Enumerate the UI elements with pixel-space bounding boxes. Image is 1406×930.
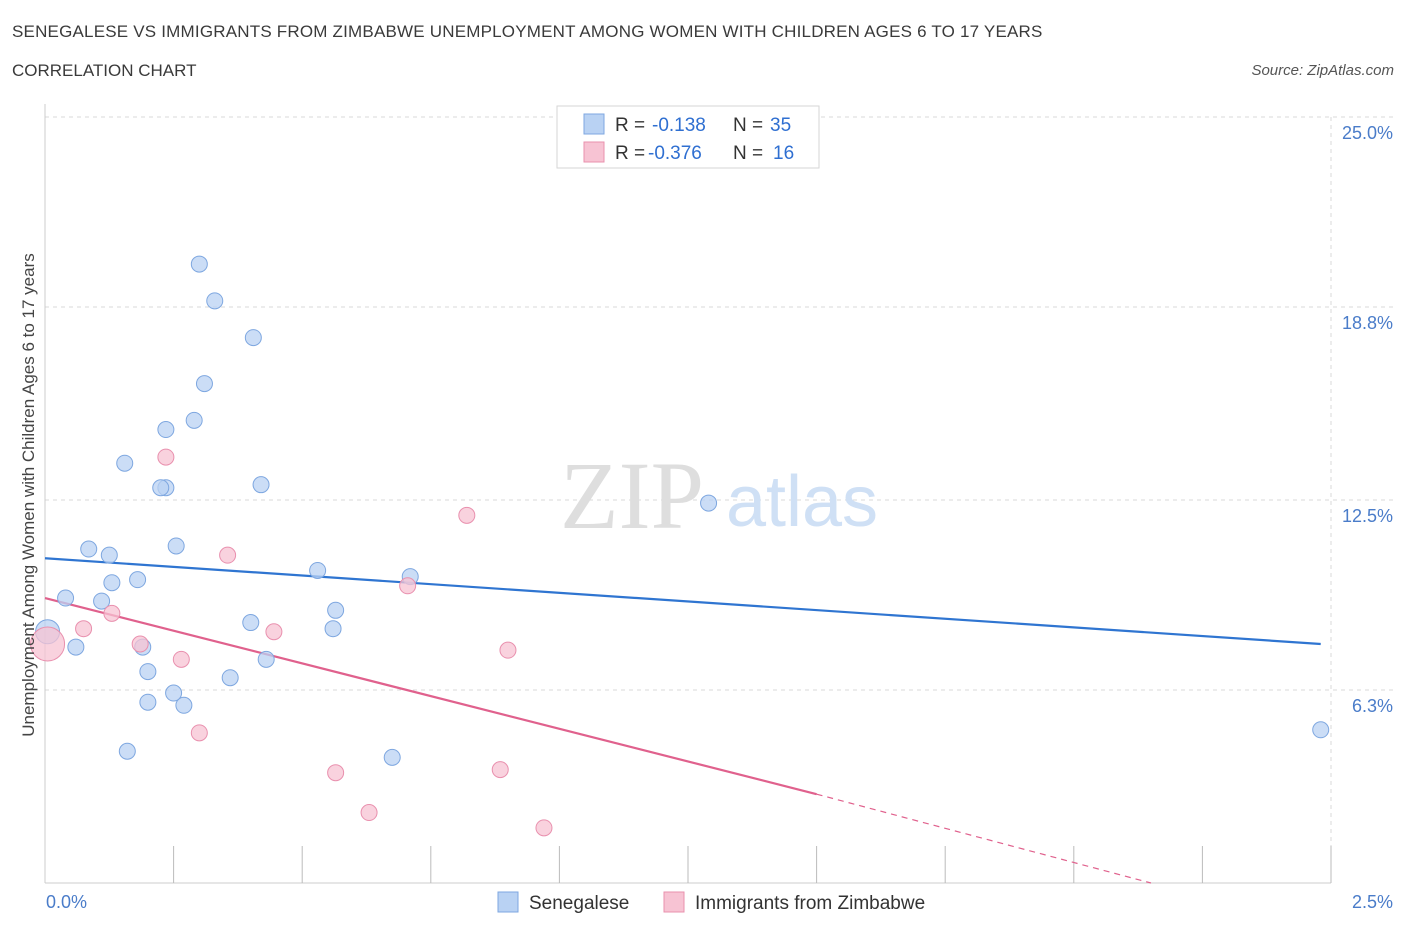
- senegalese-point: [221, 669, 239, 687]
- senegalese-point: [57, 589, 75, 607]
- senegalese-point: [116, 454, 134, 472]
- chart-subtitle: CORRELATION CHART: [12, 61, 197, 80]
- gridlines: [45, 116, 1395, 883]
- legend-r-value-1: -0.138: [652, 115, 706, 136]
- zimbabwe-point: [499, 641, 517, 659]
- senegalese-point: [152, 479, 170, 497]
- senegalese-point: [309, 561, 327, 579]
- zimbabwe-point: [75, 620, 93, 638]
- zimbabwe-point: [360, 804, 378, 822]
- senegalese-point: [139, 663, 157, 681]
- senegalese-point: [242, 614, 260, 632]
- y-tick-label: 12.5%: [1342, 506, 1393, 526]
- zimbabwe-point: [131, 635, 149, 653]
- legend-r-value-2: -0.376: [648, 143, 702, 164]
- watermark: ZIP atlas: [560, 442, 878, 549]
- senegalese-point: [195, 375, 213, 393]
- zimbabwe-trend-extension: [816, 793, 1152, 884]
- zimbabwe-point: [458, 506, 476, 524]
- series-legend: Senegalese Immigrants from Zimbabwe: [497, 891, 925, 914]
- watermark-atlas: atlas: [726, 462, 878, 542]
- trend-lines: [44, 557, 1321, 884]
- zimbabwe-point: [190, 724, 208, 742]
- zimbabwe-point: [535, 819, 553, 837]
- legend-n-value-1: 35: [770, 115, 791, 136]
- y-tick-label: 25.0%: [1342, 123, 1393, 143]
- senegalese-point: [100, 546, 118, 564]
- zimbabwe-point: [491, 761, 509, 779]
- senegalese-swatch: [583, 113, 605, 135]
- zimbabwe-point: [103, 604, 121, 622]
- senegalese-point: [175, 696, 193, 714]
- legend-n-value-2: 16: [773, 143, 794, 164]
- x-tick-label: 0.0%: [46, 892, 87, 912]
- senegalese-point: [190, 255, 208, 273]
- zimbabwe-point: [157, 448, 175, 466]
- senegalese-point: [165, 684, 183, 702]
- legend-zimbabwe-label: Immigrants from Zimbabwe: [695, 893, 925, 914]
- axes: [44, 104, 1332, 884]
- senegalese-point: [157, 421, 175, 439]
- legend-senegalese-label: Senegalese: [529, 893, 629, 914]
- watermark-zip: ZIP: [560, 442, 704, 549]
- zimbabwe-point: [399, 577, 417, 595]
- senegalese-point: [118, 742, 136, 760]
- senegalese-point: [139, 693, 157, 711]
- legend-zimbabwe-swatch: [663, 891, 685, 913]
- source-label: Source: ZipAtlas.com: [1251, 62, 1394, 79]
- zimbabwe-point: [30, 626, 66, 662]
- senegalese-point: [129, 571, 147, 589]
- legend-r-label-2: R =: [615, 143, 645, 164]
- senegalese-point: [185, 411, 203, 429]
- x-tick-label: 2.5%: [1352, 892, 1393, 912]
- zimbabwe-point: [265, 623, 283, 641]
- stats-legend: R = -0.138 N = 35 R = -0.376 N = 16: [556, 105, 820, 169]
- senegalese-point: [67, 638, 85, 656]
- senegalese-trend-line: [44, 557, 1321, 646]
- senegalese-point: [244, 329, 262, 347]
- senegalese-point: [327, 601, 345, 619]
- zimbabwe-point: [219, 546, 237, 564]
- senegalese-point: [206, 292, 224, 310]
- zimbabwe-trend-line: [44, 596, 817, 796]
- senegalese-point: [257, 650, 275, 668]
- chart-title: SENEGALESE VS IMMIGRANTS FROM ZIMBABWE U…: [12, 22, 1043, 41]
- legend-n-label-1: N =: [733, 115, 763, 136]
- zimbabwe-point: [172, 650, 190, 668]
- y-tick-label: 6.3%: [1352, 696, 1393, 716]
- y-tick-label: 18.8%: [1342, 313, 1393, 333]
- senegalese-point: [167, 537, 185, 555]
- legend-r-label-1: R =: [615, 115, 645, 136]
- data-points: [30, 255, 1330, 837]
- senegalese-point: [383, 748, 401, 766]
- legend-n-label-2: N =: [733, 143, 763, 164]
- senegalese-point: [700, 494, 718, 512]
- senegalese-point: [80, 540, 98, 558]
- y-axis-label: Unemployment Among Women with Children A…: [19, 253, 38, 737]
- senegalese-point: [324, 620, 342, 638]
- tick-labels: 6.3% 12.5% 18.8% 25.0% 0.0% 2.5%: [46, 123, 1393, 912]
- zimbabwe-swatch: [583, 141, 605, 163]
- legend-senegalese-swatch: [497, 891, 519, 913]
- senegalese-point: [1312, 721, 1330, 739]
- senegalese-point: [93, 592, 111, 610]
- senegalese-point: [103, 574, 121, 592]
- zimbabwe-point: [327, 764, 345, 782]
- senegalese-point: [252, 476, 270, 494]
